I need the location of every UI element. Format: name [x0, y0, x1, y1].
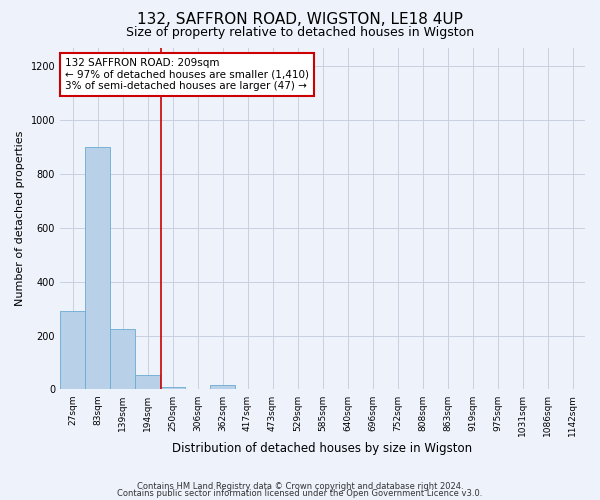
Bar [135, 374, 160, 390]
Text: 132, SAFFRON ROAD, WIGSTON, LE18 4UP: 132, SAFFRON ROAD, WIGSTON, LE18 4UP [137, 12, 463, 28]
Bar [110, 329, 135, 390]
Bar [160, 387, 185, 390]
Bar [60, 312, 85, 390]
Text: Contains HM Land Registry data © Crown copyright and database right 2024.: Contains HM Land Registry data © Crown c… [137, 482, 463, 491]
Text: Size of property relative to detached houses in Wigston: Size of property relative to detached ho… [126, 26, 474, 39]
Text: Contains public sector information licensed under the Open Government Licence v3: Contains public sector information licen… [118, 490, 482, 498]
Bar [85, 147, 110, 390]
Text: 132 SAFFRON ROAD: 209sqm
← 97% of detached houses are smaller (1,410)
3% of semi: 132 SAFFRON ROAD: 209sqm ← 97% of detach… [65, 58, 309, 91]
Y-axis label: Number of detached properties: Number of detached properties [15, 131, 25, 306]
X-axis label: Distribution of detached houses by size in Wigston: Distribution of detached houses by size … [172, 442, 473, 455]
Bar [210, 386, 235, 390]
